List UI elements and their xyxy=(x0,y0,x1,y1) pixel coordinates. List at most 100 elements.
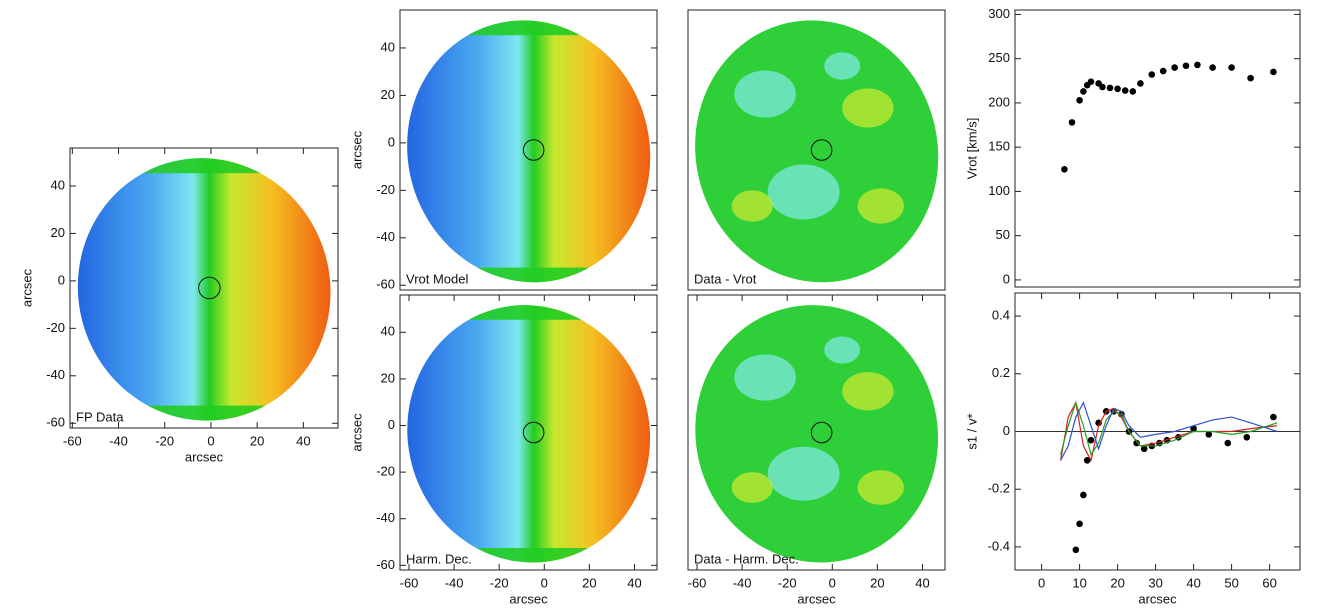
x-axis-label: arcsec xyxy=(185,449,224,464)
data-point xyxy=(1099,84,1106,91)
data-point xyxy=(1225,440,1232,447)
data-point xyxy=(1270,69,1277,76)
y-tick-label: 0 xyxy=(388,134,395,149)
data-point xyxy=(1137,80,1144,87)
data-point xyxy=(1061,166,1068,173)
map-image xyxy=(400,295,657,570)
plot-frame xyxy=(1015,10,1300,287)
residual-patch xyxy=(732,472,773,503)
x-tick-label: 40 xyxy=(296,433,310,448)
y-tick-label: 0 xyxy=(58,272,65,287)
y-tick-label: -40 xyxy=(376,510,395,525)
x-axis-label: arcsec xyxy=(797,591,836,606)
y-tick-label: 200 xyxy=(988,94,1010,109)
y-tick-label: 0 xyxy=(388,417,395,432)
residual-patch xyxy=(768,165,840,220)
x-axis-label: arcsec xyxy=(1138,591,1177,606)
y-tick-label: -20 xyxy=(46,320,65,335)
velocity-field xyxy=(400,295,657,570)
y-axis-label: arcsec xyxy=(349,413,364,452)
data-point xyxy=(1114,85,1121,92)
x-tick-label: 20 xyxy=(250,433,264,448)
map-image xyxy=(70,148,338,428)
data-point xyxy=(1076,97,1083,104)
data-point xyxy=(1073,547,1080,554)
y-tick-label: -20 xyxy=(376,464,395,479)
panel-label: FP Data xyxy=(76,409,124,424)
map-image xyxy=(688,10,945,290)
x-axis-label: arcsec xyxy=(509,591,548,606)
y-axis-label: s1 / v* xyxy=(964,413,979,449)
top-band xyxy=(400,295,657,320)
residual-field xyxy=(688,10,945,290)
y-tick-label: 40 xyxy=(381,324,395,339)
data-point xyxy=(1122,87,1129,94)
y-axis-label: arcsec xyxy=(19,268,34,307)
map-image xyxy=(400,10,657,290)
x-tick-label: -40 xyxy=(733,575,752,590)
x-tick-label: 0 xyxy=(541,575,548,590)
y-tick-label: 150 xyxy=(988,139,1010,154)
x-tick-label: 0 xyxy=(829,575,836,590)
data-point xyxy=(1194,62,1201,69)
x-tick-label: 30 xyxy=(1148,575,1162,590)
y-tick-label: 20 xyxy=(381,370,395,385)
data-point xyxy=(1069,119,1076,126)
data-point xyxy=(1076,521,1083,528)
residual-patch xyxy=(824,337,860,364)
x-tick-label: 40 xyxy=(627,575,641,590)
data-point xyxy=(1270,414,1277,421)
velocity-field xyxy=(70,148,338,428)
residual-patch xyxy=(734,354,796,400)
panel-label: Vrot Model xyxy=(406,271,468,286)
x-tick-label: -20 xyxy=(778,575,797,590)
residual-field xyxy=(688,295,945,570)
y-tick-label: 0 xyxy=(1003,423,1010,438)
y-axis-label: Vrot [km/s] xyxy=(964,118,979,180)
data-point xyxy=(1171,64,1178,71)
x-tick-label: 50 xyxy=(1224,575,1238,590)
y-tick-label: 20 xyxy=(381,87,395,102)
map-image xyxy=(688,295,945,570)
panel-label: Data - Harm. Dec. xyxy=(694,551,799,566)
data-point xyxy=(1244,434,1251,441)
y-tick-label: -60 xyxy=(46,415,65,430)
y-tick-label: -0.2 xyxy=(988,481,1010,496)
residual-patch xyxy=(842,88,893,127)
residual-patch xyxy=(824,52,860,79)
top-band xyxy=(70,148,338,173)
y-tick-label: 0.2 xyxy=(992,365,1010,380)
y-tick-label: -40 xyxy=(376,229,395,244)
residual-patch xyxy=(858,188,904,223)
y-tick-label: -60 xyxy=(376,277,395,292)
x-tick-label: 10 xyxy=(1072,575,1086,590)
data-point xyxy=(1088,78,1095,85)
residual-patch xyxy=(842,372,893,411)
x-tick-label: -20 xyxy=(490,575,509,590)
x-tick-label: -40 xyxy=(109,433,128,448)
x-tick-label: 20 xyxy=(582,575,596,590)
x-tick-label: -60 xyxy=(688,575,707,590)
data-point xyxy=(1160,68,1167,75)
data-point xyxy=(1107,85,1114,92)
panel-label: Data - Vrot xyxy=(694,271,757,286)
y-tick-label: 50 xyxy=(996,227,1010,242)
y-tick-label: 0 xyxy=(1003,271,1010,286)
y-tick-label: -40 xyxy=(46,367,65,382)
x-tick-label: 20 xyxy=(870,575,884,590)
y-tick-label: -0.4 xyxy=(988,538,1010,553)
x-tick-label: 0 xyxy=(207,433,214,448)
data-point xyxy=(1228,64,1235,71)
x-tick-label: 0 xyxy=(1038,575,1045,590)
y-tick-label: 100 xyxy=(988,183,1010,198)
data-point xyxy=(1130,88,1137,95)
data-point xyxy=(1080,88,1087,95)
y-tick-label: 300 xyxy=(988,6,1010,21)
y-tick-label: 40 xyxy=(51,177,65,192)
y-tick-label: -20 xyxy=(376,182,395,197)
data-point xyxy=(1209,64,1216,71)
x-tick-label: -20 xyxy=(155,433,174,448)
x-tick-label: -40 xyxy=(445,575,464,590)
y-tick-label: 0.4 xyxy=(992,308,1010,323)
data-point xyxy=(1247,75,1254,82)
